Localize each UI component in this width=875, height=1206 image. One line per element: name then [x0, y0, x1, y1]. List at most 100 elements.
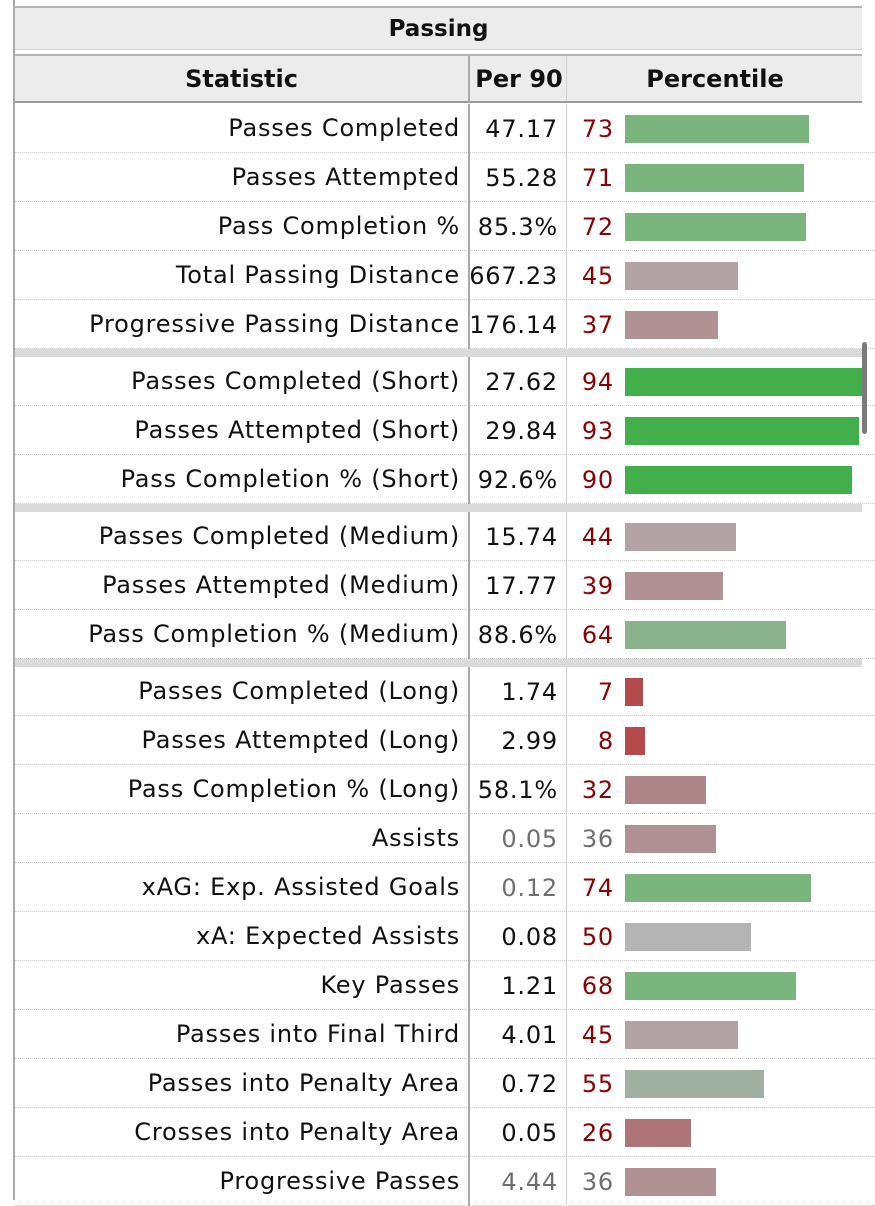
per90-value: 0.05	[468, 814, 566, 863]
per90-value: 667.23	[468, 251, 566, 300]
group-separator	[15, 504, 862, 512]
table-row[interactable]: Assists 0.05 36	[15, 814, 875, 863]
percentile-bar	[625, 466, 852, 494]
stat-name: Passes Attempted	[231, 163, 460, 191]
percentile-value: 72	[566, 202, 614, 251]
stat-name: Pass Completion % (Long)	[127, 775, 460, 803]
percentile-bar	[625, 368, 862, 396]
percentile-value: 74	[566, 863, 614, 912]
stat-name: xA: Expected Assists	[195, 922, 460, 950]
per90-value: 2.99	[468, 716, 566, 765]
table-row[interactable]: Passes Attempted (Short) 29.84 93	[15, 406, 875, 455]
per90-value: 0.72	[468, 1059, 566, 1108]
per90-value: 4.01	[468, 1010, 566, 1059]
column-header-percentile[interactable]: Percentile	[566, 56, 863, 101]
percentile-value: 55	[566, 1059, 614, 1108]
table-row[interactable]: Progressive Passing Distance 176.14 37	[15, 300, 875, 349]
table-row[interactable]: Pass Completion % (Short) 92.6% 90	[15, 455, 875, 504]
stat-name: Passes Completed	[228, 114, 460, 142]
table-row[interactable]: Total Passing Distance 667.23 45	[15, 251, 875, 300]
percentile-value: 50	[566, 912, 614, 961]
stat-name: Passes Completed (Long)	[138, 677, 460, 705]
percentile-value: 32	[566, 765, 614, 814]
percentile-bar	[625, 776, 706, 804]
percentile-value: 64	[566, 610, 614, 659]
stat-name: xAG: Exp. Assisted Goals	[141, 873, 460, 901]
group-separator	[15, 349, 862, 357]
percentile-bar	[625, 1168, 716, 1196]
percentile-bar	[625, 1119, 691, 1147]
table-row[interactable]: Passes Completed 47.17 73	[15, 104, 875, 153]
stat-name: Passes Attempted (Short)	[134, 416, 460, 444]
table-row[interactable]: Passes Attempted (Long) 2.99 8	[15, 716, 875, 765]
per90-value: 0.05	[468, 1108, 566, 1157]
group-separator	[15, 659, 862, 667]
percentile-bar	[625, 621, 786, 649]
percentile-bar	[625, 874, 811, 902]
percentile-bar	[625, 262, 738, 290]
percentile-value: 26	[566, 1108, 614, 1157]
per90-value: 88.6%	[468, 610, 566, 659]
table-row[interactable]: xAG: Exp. Assisted Goals 0.12 74	[15, 863, 875, 912]
stat-name: Assists	[371, 824, 460, 852]
table-row[interactable]: Passes Attempted 55.28 71	[15, 153, 875, 202]
percentile-bar	[625, 115, 809, 143]
table-row[interactable]: Passes Completed (Long) 1.74 7	[15, 667, 875, 716]
percentile-bar	[625, 417, 859, 445]
per90-value: 55.28	[468, 153, 566, 202]
table-row[interactable]: Passes Attempted (Medium) 17.77 39	[15, 561, 875, 610]
percentile-bar	[625, 1021, 738, 1049]
stat-name: Passes Attempted (Long)	[141, 726, 460, 754]
percentile-value: 7	[566, 667, 614, 716]
stat-name: Pass Completion % (Short)	[120, 465, 460, 493]
table-row[interactable]: Progressive Passes 4.44 36	[15, 1157, 875, 1206]
stat-name: Passes into Penalty Area	[147, 1069, 460, 1097]
table-row[interactable]: xA: Expected Assists 0.08 50	[15, 912, 875, 961]
table-body: Passes Completed 47.17 73 Passes Attempted 5…	[15, 104, 875, 1206]
table-row[interactable]: Pass Completion % 85.3% 72	[15, 202, 875, 251]
table-row[interactable]: Passes Completed (Medium) 15.74 44	[15, 512, 875, 561]
stat-name: Total Passing Distance	[175, 261, 460, 289]
per90-value: 1.74	[468, 667, 566, 716]
per90-value: 27.62	[468, 357, 566, 406]
per90-value: 58.1%	[468, 765, 566, 814]
percentile-value: 73	[566, 104, 614, 153]
per90-value: 4.44	[468, 1157, 566, 1206]
per90-value: 176.14	[468, 300, 566, 349]
table-row[interactable]: Pass Completion % (Medium) 88.6% 64	[15, 610, 875, 659]
percentile-value: 68	[566, 961, 614, 1010]
table-header: Statistic Per 90 Percentile	[15, 54, 862, 103]
table-row[interactable]: Pass Completion % (Long) 58.1% 32	[15, 765, 875, 814]
percentile-bar	[625, 213, 806, 241]
stat-name: Passes Attempted (Medium)	[102, 571, 460, 599]
percentile-value: 45	[566, 1010, 614, 1059]
stat-name: Pass Completion % (Medium)	[88, 620, 460, 648]
percentile-bar	[625, 523, 736, 551]
percentile-bar	[625, 727, 645, 755]
percentile-value: 44	[566, 512, 614, 561]
percentile-bar	[625, 825, 716, 853]
percentile-bar	[625, 678, 643, 706]
stat-name: Pass Completion %	[217, 212, 460, 240]
percentile-value: 37	[566, 300, 614, 349]
table-row[interactable]: Crosses into Penalty Area 0.05 26	[15, 1108, 875, 1157]
table-row[interactable]: Passes into Final Third 4.01 45	[15, 1010, 875, 1059]
per90-value: 85.3%	[468, 202, 566, 251]
per90-value: 92.6%	[468, 455, 566, 504]
per90-value: 0.08	[468, 912, 566, 961]
vertical-scrollbar[interactable]	[862, 342, 867, 434]
column-header-statistic[interactable]: Statistic	[185, 64, 298, 93]
percentile-value: 8	[566, 716, 614, 765]
table-row[interactable]: Passes into Penalty Area 0.72 55	[15, 1059, 875, 1108]
table-row[interactable]: Key Passes 1.21 68	[15, 961, 875, 1010]
percentile-bar	[625, 572, 723, 600]
table-title: Passing	[15, 6, 862, 50]
per90-value: 1.21	[468, 961, 566, 1010]
percentile-bar	[625, 923, 751, 951]
percentile-value: 36	[566, 814, 614, 863]
percentile-value: 39	[566, 561, 614, 610]
stat-name: Passes Completed (Short)	[131, 367, 460, 395]
column-header-per90[interactable]: Per 90	[468, 56, 568, 101]
table-row[interactable]: Passes Completed (Short) 27.62 94	[15, 357, 875, 406]
stat-name: Passes into Final Third	[175, 1020, 460, 1048]
